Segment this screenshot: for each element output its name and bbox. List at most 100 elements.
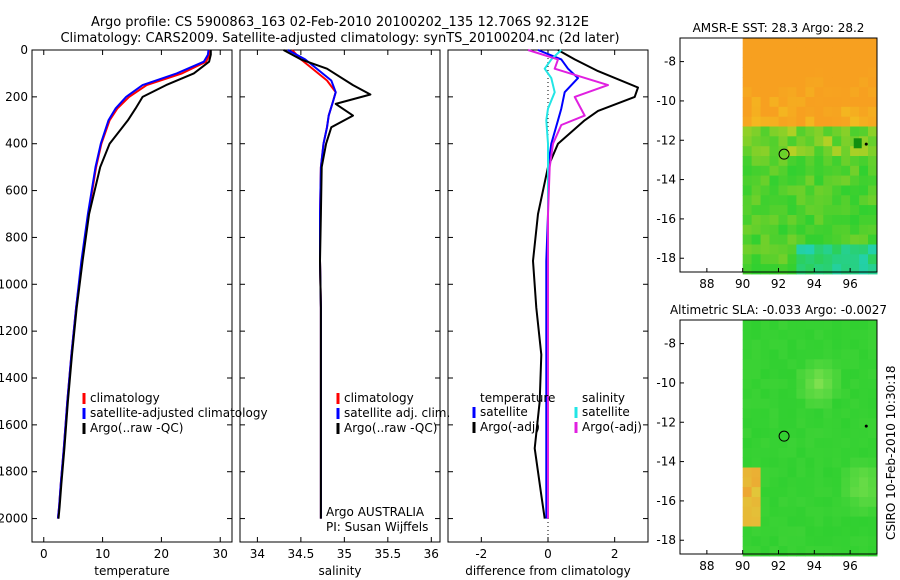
sla_map-cell (868, 526, 878, 537)
sst_map-title: AMSR-E SST: 28.3 Argo: 28.2 (693, 21, 865, 35)
sla_map-cell (751, 369, 762, 380)
sla_map-ytick-label: -12 (656, 415, 676, 429)
sst_map-cell (787, 156, 797, 167)
sla_map-cell (850, 497, 860, 508)
sla_map-cell (832, 379, 842, 390)
sla_map-cell (796, 428, 806, 439)
sla_map-cell (742, 369, 753, 380)
sla_map-cell (796, 447, 806, 459)
side-stamp: CSIRO 10-Feb-2010 10:30:18 (884, 365, 898, 540)
sst_map-cell (823, 234, 833, 245)
sst_map-cell (814, 146, 824, 157)
sst_map-cell (832, 136, 842, 147)
sst_map-cell (796, 244, 806, 255)
sst_map-cell (814, 165, 824, 177)
sst_map-cell (850, 116, 860, 127)
salinity-annotation-pi: PI: Susan Wijffels (326, 520, 428, 534)
sst_map-cell (742, 146, 753, 157)
sla_map-cell (805, 388, 815, 400)
sst_map-cell (868, 87, 878, 98)
sla_map-cell (814, 506, 824, 518)
salinity-xtick-label: 34 (250, 547, 265, 561)
sla_map-cell (751, 349, 762, 360)
sla_map-cell (823, 467, 833, 478)
sst_map-cell (787, 57, 797, 68)
sla_map-cell (841, 379, 851, 390)
sst_map-cell (805, 205, 815, 216)
sst_map-cell (832, 205, 842, 216)
sst_map-cell (787, 67, 797, 78)
sla_map-cell (769, 339, 779, 350)
sst_map-cell (787, 47, 797, 59)
sla_map-cell (868, 329, 878, 341)
sst_map-cell (742, 254, 753, 265)
sla_map-cell (832, 339, 842, 350)
temperature-ytick-label: 1000 (0, 277, 28, 291)
sla_map-cell (742, 457, 753, 468)
sla_map-cell (850, 388, 860, 400)
sst_map-cell (796, 77, 806, 88)
sla_map-cell (769, 418, 779, 429)
sst_map-cell (778, 116, 788, 127)
sst_map-cell (796, 224, 806, 236)
sst_map-cell (841, 97, 851, 108)
sst_map-cell (859, 264, 869, 275)
sst_map-cell (859, 57, 869, 68)
sla_map-cell (841, 516, 851, 527)
sst_map-cell (814, 116, 824, 127)
sst_map-cell (832, 77, 842, 88)
sst_map-cell (796, 67, 806, 78)
sst_map-cell (796, 156, 806, 167)
sst_map-cell (832, 116, 842, 127)
sla_map-cell (832, 428, 842, 439)
sst_map-cell (805, 165, 815, 177)
sla_map-cell (823, 497, 833, 508)
salinity-series-climatology (291, 49, 337, 519)
sst_map-cell (760, 97, 771, 108)
sla_map-cell (742, 536, 753, 547)
salinity-xtick-label: 34.5 (288, 547, 315, 561)
sst_map-cell (787, 126, 797, 137)
sst_map-cell (778, 195, 788, 206)
sla_map-cell (823, 349, 833, 360)
sla_map-cell (823, 546, 833, 557)
sla_map-cell (814, 320, 824, 331)
sst_map-cell (868, 38, 878, 49)
temperature-panel: 0 10 20 30 temperature 0 200 400 600 800 1000 1200 1… (0, 43, 268, 578)
sla_map-cell (796, 388, 806, 400)
sla_map-cell (796, 467, 806, 478)
sla_map-cell (841, 457, 851, 468)
sla_map-cell (841, 428, 851, 439)
sst_map-cell (859, 165, 869, 177)
sst_map-cell (760, 146, 771, 157)
sla_map-cell (742, 339, 753, 350)
sst_map-cell (787, 97, 797, 108)
sla_map-cell (769, 408, 779, 419)
sla_map-cell (868, 388, 878, 400)
title-line1: Argo profile: CS 5900863_163 02-Feb-2010… (91, 15, 589, 30)
sla_map-cell (841, 467, 851, 478)
sla_map-cell (760, 339, 771, 350)
sst_map-cell (787, 136, 797, 147)
sst_map-cell (850, 77, 860, 88)
sst_map-cell (769, 234, 779, 245)
sst_map-cell (850, 47, 860, 59)
sst_map-cell (760, 175, 771, 186)
salinity-series-argo-raw-qc- (283, 49, 372, 519)
sla_map-cell (787, 329, 797, 341)
sst_map-cell (769, 146, 779, 157)
sla_map-cell (787, 428, 797, 439)
sst_map-cell (796, 47, 806, 59)
sla_map-cell (814, 339, 824, 350)
sla_map-cell (814, 418, 824, 429)
sst_map-cell (787, 234, 797, 245)
sst_map-cell (832, 175, 842, 186)
salinity-legend-label: Argo(..raw -QC) (344, 421, 437, 435)
sst_map-cell (796, 136, 806, 147)
sst_map-cell (868, 185, 878, 196)
sst_map-cell (769, 136, 779, 147)
sla_map-cell (751, 497, 762, 508)
sla_map-cell (859, 457, 869, 468)
sst_map-cell (832, 185, 842, 196)
sst_map-cell (832, 146, 842, 157)
